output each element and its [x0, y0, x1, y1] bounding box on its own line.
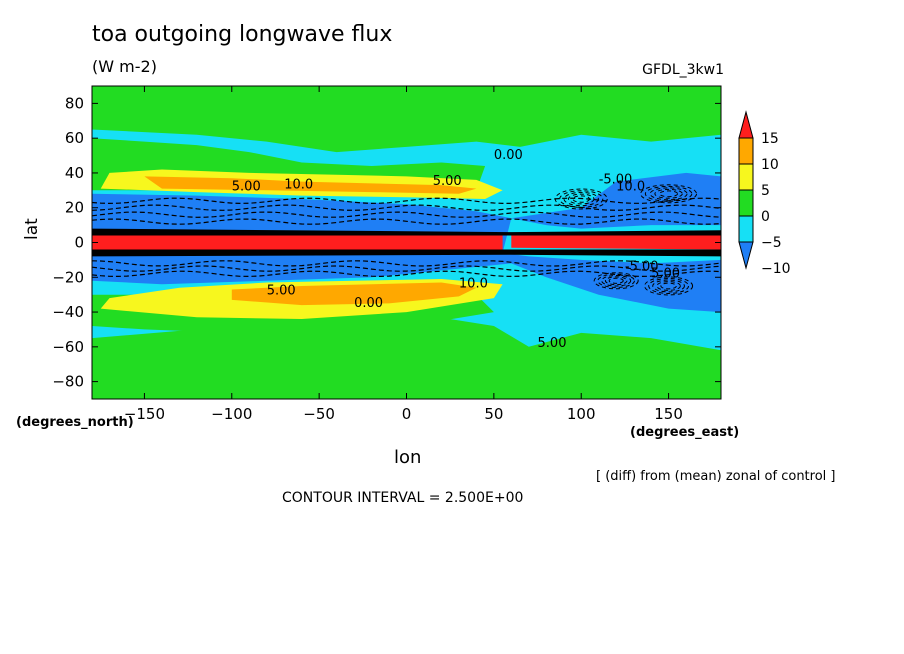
contour-line — [92, 270, 721, 278]
region-orange-north — [144, 176, 477, 194]
contour-line — [659, 190, 679, 198]
contour-line — [660, 282, 677, 290]
contour-label: 5.00 — [651, 266, 680, 281]
contour-line — [649, 187, 688, 201]
x-tick-label: 50 — [484, 405, 503, 423]
contour-line — [559, 190, 604, 208]
chart-title: toa outgoing longwave flux — [92, 22, 393, 47]
region-red-west — [92, 233, 503, 250]
contour-line — [92, 211, 721, 218]
y-axis-units: (degrees_north) — [16, 415, 134, 430]
contour-line — [656, 281, 681, 291]
colorbar-segment — [738, 215, 754, 243]
x-axis-units: (degrees_east) — [630, 425, 740, 440]
contour-label: 0.00 — [494, 148, 523, 163]
contour-line — [644, 185, 693, 202]
contour-label: 10.0 — [459, 277, 488, 292]
contour-label: 10.0 — [284, 178, 313, 193]
contour-line — [604, 276, 628, 286]
contour-label: 5.00 — [267, 284, 296, 299]
contour-line — [654, 188, 683, 199]
colorbar-label: 10 — [761, 157, 779, 173]
dataset-label: GFDL_3kw1 — [642, 62, 724, 78]
region-red-east — [511, 235, 721, 250]
y-tick-label: −80 — [52, 373, 84, 391]
colorbar-label: −10 — [761, 261, 791, 277]
contour-band-south — [92, 249, 721, 257]
chart-units: (W m-2) — [92, 57, 157, 76]
y-tick-label: 20 — [65, 199, 84, 217]
colorbar-segment — [738, 189, 754, 217]
contour-line — [644, 276, 694, 296]
colorbar-segment — [738, 163, 754, 191]
contour-line — [563, 191, 599, 207]
x-tick-label: −50 — [303, 405, 335, 423]
contour-line — [608, 277, 624, 284]
contour-label: 0.00 — [354, 296, 383, 311]
x-tick-label: −100 — [211, 405, 252, 423]
y-tick-label: 0 — [74, 234, 84, 252]
colorbar-arrow-bottom — [738, 241, 754, 270]
colorbar-label: −5 — [761, 235, 782, 251]
contour-line — [593, 272, 639, 290]
y-tick-label: 80 — [65, 94, 84, 112]
colorbar-label: 0 — [761, 209, 770, 225]
contour-interval: CONTOUR INTERVAL = 2.500E+00 — [282, 490, 524, 506]
contour-line — [652, 279, 685, 293]
diff-note: [ (diff) from (mean) zonal of control ] — [596, 469, 836, 484]
x-tick-label: 0 — [402, 405, 412, 423]
contour-line — [648, 278, 690, 294]
x-tick-label: 100 — [567, 405, 596, 423]
contour-line — [92, 260, 721, 267]
x-tick-label: −150 — [124, 405, 165, 423]
contour-line — [554, 188, 608, 210]
contour-label: 5.00 — [433, 174, 462, 189]
y-tick-label: −60 — [52, 338, 84, 356]
colorbar: 15 10 5 0 −5 −10 — [738, 110, 791, 277]
colorbar-label: 5 — [761, 183, 770, 199]
contour-line — [572, 195, 591, 203]
contour-label: -5.00 — [599, 172, 633, 187]
contour-line — [92, 218, 721, 225]
y-tick-label: −20 — [52, 268, 84, 286]
contour-line — [601, 274, 632, 287]
colorbar-arrow-top — [738, 110, 754, 139]
contour-line — [597, 273, 635, 288]
contour-band-north — [92, 228, 721, 236]
contour-line — [640, 184, 698, 204]
y-tick-label: 40 — [65, 164, 84, 182]
contour-fill-group: 0.00 5.00 10.0 5.00 10.0 5.00 0.00 5.00 10.0 5.00… — [92, 86, 721, 399]
region-orange-south — [231, 282, 477, 306]
contour-line — [567, 193, 595, 205]
x-axis-label: lon — [394, 447, 422, 468]
colorbar-label: 15 — [761, 131, 779, 147]
contour-line — [92, 204, 721, 211]
y-tick-label: −40 — [52, 303, 84, 321]
colorbar-segment — [738, 137, 754, 165]
contour-label: -5.00 — [625, 259, 659, 274]
contour-line — [92, 197, 721, 205]
contour-label: 10.0 — [616, 179, 645, 194]
contour-label: 5.00 — [538, 336, 567, 351]
contour-line — [92, 265, 721, 272]
x-tick-label: 150 — [654, 405, 683, 423]
y-tick-label: 60 — [65, 129, 84, 147]
contour-label: 5.00 — [232, 179, 261, 194]
